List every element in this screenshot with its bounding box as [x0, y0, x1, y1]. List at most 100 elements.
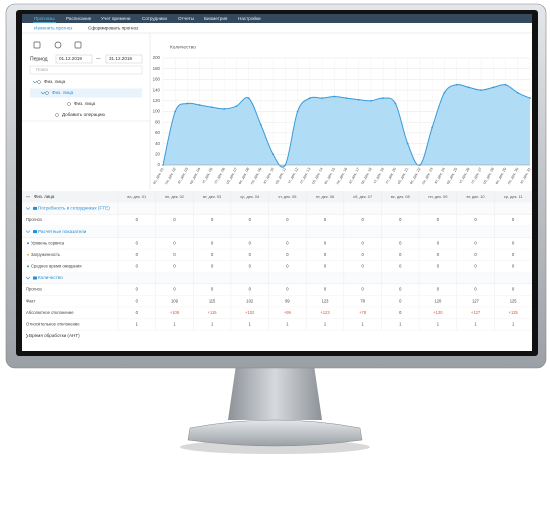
table-cell: 0 — [136, 240, 139, 245]
tree-item[interactable]: Добавить операцию — [62, 112, 105, 117]
point — [443, 91, 446, 94]
table-footer[interactable]: Время обработки (AHT) — [29, 333, 80, 338]
section-title[interactable]: Количество — [38, 275, 63, 280]
table-cell: 0 — [324, 263, 327, 268]
table-cell: 0 — [286, 240, 289, 245]
date-input[interactable] — [105, 54, 143, 64]
point — [370, 99, 372, 102]
table-cell: +127 — [471, 310, 481, 315]
column-header: ср, дек. 04 — [240, 194, 260, 199]
table-cell: 0 — [249, 240, 252, 245]
section-title[interactable]: Расчётные показатели — [38, 229, 87, 234]
table-cell: 1 — [136, 321, 139, 326]
nav-item[interactable]: Биометрия — [204, 16, 228, 21]
table-cell: 0 — [399, 240, 402, 245]
table-cell: 1 — [512, 321, 515, 326]
tree-item[interactable]: Физ. лица — [44, 79, 66, 84]
section-header — [22, 225, 532, 238]
section-toggle[interactable] — [25, 207, 31, 210]
search-placeholder: Поиск — [36, 67, 48, 72]
section-toggle[interactable] — [25, 333, 29, 339]
table-cell: 0 — [324, 252, 327, 257]
section-toggle[interactable] — [25, 230, 31, 234]
search-box[interactable] — [29, 65, 143, 75]
tree-icon — [37, 80, 41, 84]
table-cell: 0 — [324, 240, 327, 245]
point — [345, 97, 348, 100]
table-cell: 0 — [136, 310, 139, 315]
nav-item[interactable]: Сотрудники — [142, 16, 167, 21]
table-cell: 0 — [286, 287, 289, 292]
copy-icon[interactable] — [33, 41, 41, 49]
table-cell: 0 — [173, 240, 176, 245]
point — [492, 86, 495, 89]
point — [406, 142, 409, 145]
table-cell: +109 — [170, 310, 180, 315]
row-label: Абсолютное отклонение — [26, 310, 74, 315]
table-cell: 1 — [361, 321, 364, 326]
point — [223, 107, 226, 110]
section-toggle[interactable] — [25, 276, 31, 280]
y-tick-label: 60 — [155, 130, 160, 135]
table-cell: +120 — [433, 310, 443, 315]
tree-toggle[interactable] — [32, 80, 38, 84]
y-tick-label: 20 — [155, 151, 160, 156]
tree-item[interactable]: Физ. лица — [52, 90, 74, 95]
nav-item[interactable]: Отчеты — [178, 16, 194, 21]
point — [480, 89, 482, 91]
table-cell: +102 — [245, 310, 255, 315]
sub-nav — [22, 23, 532, 33]
point — [259, 123, 262, 126]
row-dot — [27, 242, 29, 245]
period-label: Период — [30, 56, 48, 62]
sub-nav-item[interactable]: Сформировать прогноз — [88, 26, 138, 31]
row-label: Относительное отклонение — [26, 322, 80, 327]
point — [455, 83, 458, 86]
date-input[interactable] — [55, 54, 93, 64]
point — [431, 126, 434, 129]
point — [211, 106, 213, 109]
table-cell: 0 — [399, 310, 402, 315]
settings-icon[interactable] — [74, 41, 82, 49]
table-cell: 0 — [512, 217, 515, 222]
table-cell: 0 — [361, 287, 364, 292]
table-cell: +123 — [320, 310, 330, 315]
row-label: Уровень сервиса — [31, 240, 65, 245]
nav-item[interactable]: Расписание — [66, 16, 92, 21]
section-icon — [33, 206, 37, 210]
sub-nav-item[interactable]: Изменить прогноз — [34, 26, 72, 31]
stand-base — [187, 419, 363, 447]
table-cell: 0 — [324, 287, 327, 292]
tree-item[interactable]: Физ. лица — [74, 101, 96, 106]
row-dot — [27, 265, 29, 268]
column-header: сб, дек. 07 — [353, 194, 372, 199]
table-cell: 115 — [209, 298, 216, 303]
nav-item[interactable]: Настройки — [238, 15, 261, 21]
table-cell: 1 — [173, 321, 176, 326]
nav-item[interactable]: Прогнозы — [34, 16, 55, 21]
table-cell: 0 — [399, 287, 402, 292]
tree-toggle[interactable] — [40, 91, 46, 95]
table-cell: 0 — [512, 287, 515, 292]
nav-item[interactable]: Учет времени — [101, 16, 131, 21]
table-cell: 0 — [136, 252, 139, 257]
refresh-icon[interactable] — [54, 41, 62, 49]
table-cell: 1 — [249, 321, 252, 326]
point — [467, 86, 470, 89]
table-cell: 0 — [249, 252, 252, 257]
table-cell: 0 — [474, 240, 477, 245]
table-cell: 0 — [437, 217, 440, 222]
y-tick-label: 160 — [153, 77, 161, 82]
tree-icon — [67, 102, 71, 106]
nav-bar — [22, 14, 532, 23]
table-entity: Физ. лица — [34, 194, 55, 199]
section-title[interactable]: Потребность в сотрудниках (FTE) — [38, 206, 110, 211]
point — [174, 110, 177, 113]
section-header — [22, 272, 532, 284]
y-tick-label: 0 — [158, 162, 161, 167]
row-dot — [27, 253, 29, 256]
point — [247, 97, 250, 100]
y-axis-label: Количество — [170, 44, 196, 50]
point — [198, 104, 201, 106]
point — [308, 97, 311, 100]
